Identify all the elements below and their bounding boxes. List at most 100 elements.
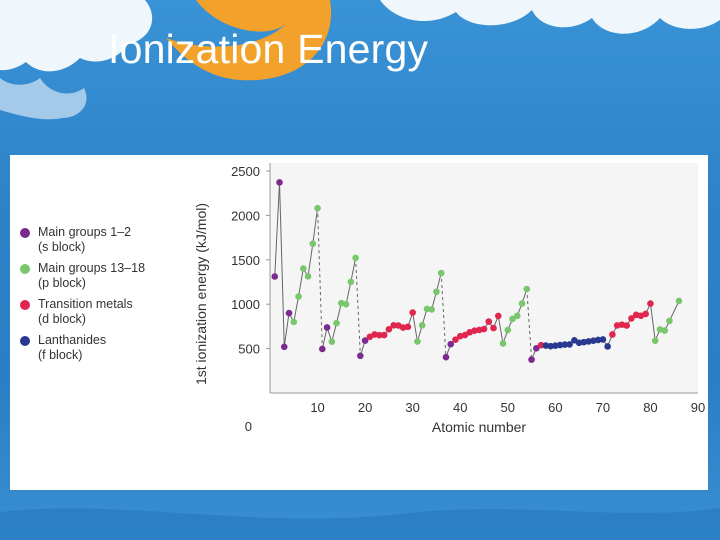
data-point <box>556 341 564 349</box>
series-segment <box>274 182 281 277</box>
legend-label: Main groups 13–18 (p block) <box>38 261 146 290</box>
orange-swoosh-shape <box>150 0 332 81</box>
y-tick-label: 1000 <box>231 297 260 312</box>
data-point <box>490 324 497 332</box>
series-segment <box>321 327 328 350</box>
series-segment <box>412 312 418 342</box>
data-point <box>561 341 569 348</box>
y-tick-label: 2000 <box>231 208 260 223</box>
data-point <box>437 269 445 277</box>
data-point <box>513 312 521 320</box>
x-tick-label: 70 <box>596 400 610 415</box>
cloud-shape-lower-left <box>0 78 87 120</box>
legend-item: Lanthanides (f block) <box>18 333 168 363</box>
plot-area <box>270 163 698 393</box>
y-tick-label: 1500 <box>231 253 260 268</box>
x-tick-label: 50 <box>501 400 515 415</box>
legend-item: Main groups 1–2 (s block) <box>18 225 168 255</box>
data-point <box>623 322 630 329</box>
series-segment <box>669 300 680 322</box>
data-point <box>461 331 469 339</box>
data-point <box>442 353 450 361</box>
data-point <box>361 337 369 344</box>
series-segment <box>497 315 504 344</box>
data-point <box>628 315 635 322</box>
data-point <box>518 300 526 307</box>
data-point <box>309 240 317 248</box>
data-point <box>376 331 383 339</box>
data-point <box>347 278 355 286</box>
data-point <box>357 352 364 360</box>
data-point <box>323 324 331 331</box>
data-point <box>295 293 302 300</box>
series-segment <box>336 303 342 324</box>
legend-label: Transition metals (d block) <box>38 297 133 326</box>
data-point <box>494 312 502 320</box>
series-segment <box>307 243 314 277</box>
legend-swatch <box>20 300 30 310</box>
series-segment <box>283 313 290 347</box>
data-point <box>485 318 493 325</box>
data-point <box>328 338 336 345</box>
legend-swatch <box>20 264 30 274</box>
x-axis-title: Atomic number <box>432 419 526 435</box>
x-tick-label: 90 <box>691 400 705 415</box>
data-point <box>428 306 435 313</box>
x-tick-label: 60 <box>548 400 562 415</box>
data-point <box>404 323 412 331</box>
cloud-shape-right <box>380 0 720 34</box>
data-point <box>651 337 659 344</box>
data-point <box>319 345 326 353</box>
data-point <box>666 317 673 325</box>
data-point <box>342 300 350 308</box>
ionization-energy-chart: 500 1000 1500 2000 2500 0 10 20 30 40 50 60 70 80 90 At… <box>193 163 705 435</box>
data-point <box>418 322 426 329</box>
data-point <box>423 305 431 313</box>
x-tick-label: 10 <box>310 400 324 415</box>
legend-label: Lanthanides (f block) <box>38 333 107 362</box>
data-point <box>609 331 616 338</box>
data-point <box>433 288 440 296</box>
slide-title: Ionization Energy <box>108 26 429 72</box>
chart-panel: 500 1000 1500 2000 2500 0 10 20 30 40 50 60 70 80 90 At… <box>10 155 708 490</box>
data-point <box>276 179 283 186</box>
chart-legend: Main groups 1–2 (s block) Main groups 13–… <box>18 225 168 369</box>
data-point <box>380 331 388 339</box>
data-point <box>547 342 554 350</box>
series-segment <box>312 208 319 244</box>
series-segment <box>649 303 656 341</box>
series-segment <box>298 268 304 297</box>
series-segment <box>345 281 352 305</box>
data-point <box>509 315 516 323</box>
data-point <box>390 322 397 329</box>
data-point <box>414 338 421 345</box>
data-point <box>604 343 611 350</box>
data-point <box>499 340 507 347</box>
data-point <box>385 326 393 333</box>
x-tick-label: 40 <box>453 400 467 415</box>
series-segment <box>355 257 361 356</box>
data-point <box>280 343 288 351</box>
y-tick-label: 2500 <box>231 164 260 179</box>
data-point <box>675 297 683 305</box>
series-segment <box>440 273 447 358</box>
data-point <box>285 309 293 317</box>
x-tick-label: 20 <box>358 400 372 415</box>
data-point <box>642 310 649 318</box>
data-point <box>290 318 298 326</box>
data-point <box>599 336 607 343</box>
series-segment <box>279 182 285 347</box>
data-point <box>333 319 340 327</box>
legend-item: Main groups 13–18 (p block) <box>18 261 168 291</box>
data-point <box>447 340 455 348</box>
data-point <box>304 273 312 280</box>
data-point <box>352 254 359 262</box>
data-point <box>647 300 654 307</box>
cloud-shape-left <box>0 0 153 72</box>
data-point <box>661 327 669 334</box>
legend-item: Transition metals (d block) <box>18 297 168 327</box>
series-segment <box>350 257 357 283</box>
y-axis-title: 1st ionization energy (kJ/mol) <box>193 203 209 385</box>
data-point <box>566 341 573 348</box>
data-point <box>537 341 545 349</box>
